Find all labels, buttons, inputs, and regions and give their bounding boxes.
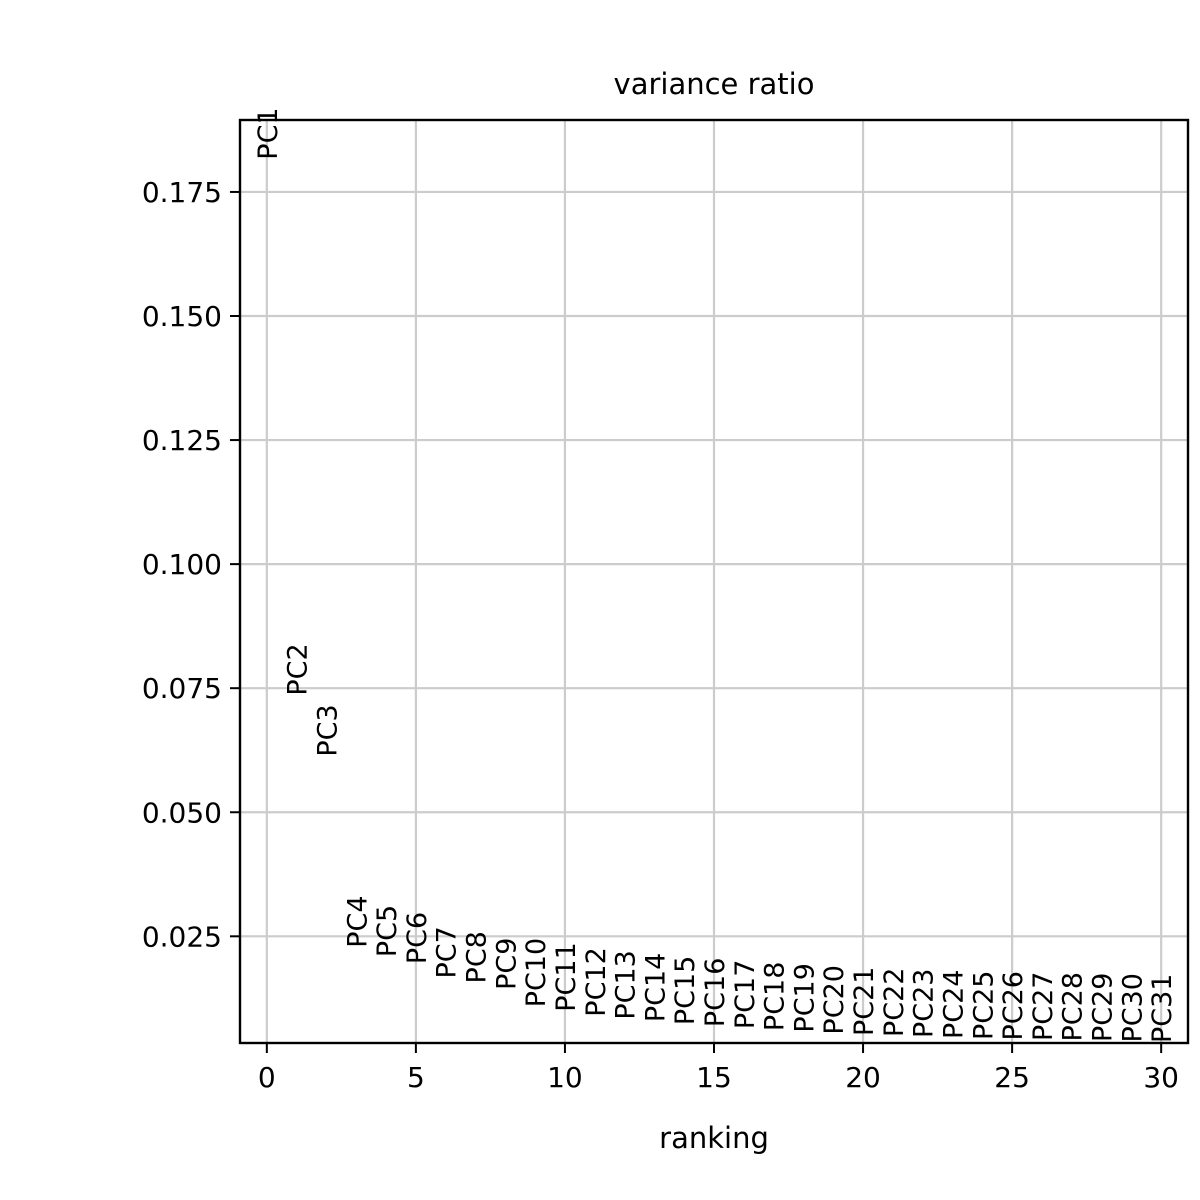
- point-label-pc3: PC3: [312, 704, 343, 756]
- x-tick-label: 5: [407, 1061, 425, 1094]
- x-tick-label: 25: [994, 1061, 1030, 1094]
- point-label-pc13: PC13: [611, 950, 642, 1020]
- x-tick-label: 15: [696, 1061, 732, 1094]
- point-label-pc1: PC1: [253, 107, 284, 159]
- chart-title: variance ratio: [614, 67, 815, 101]
- point-label-pc23: PC23: [909, 969, 940, 1039]
- point-label-pc16: PC16: [700, 958, 731, 1028]
- point-label-pc10: PC10: [521, 938, 552, 1008]
- x-tick-label: 30: [1143, 1061, 1179, 1094]
- point-label-pc29: PC29: [1088, 973, 1119, 1043]
- y-tick-label: 0.075: [142, 672, 222, 705]
- data-points: PC1PC2PC3PC4PC5PC6PC7PC8PC9PC10PC11PC12P…: [253, 107, 1178, 1043]
- grid-lines: [240, 120, 1188, 1043]
- plot-frame: [238, 118, 1190, 1045]
- point-label-pc22: PC22: [879, 968, 910, 1038]
- x-tick-label: 20: [845, 1061, 881, 1094]
- point-label-pc31: PC31: [1147, 974, 1178, 1044]
- point-label-pc30: PC30: [1117, 973, 1148, 1043]
- y-tick-label: 0.125: [142, 424, 222, 457]
- y-tick-label: 0.100: [142, 548, 222, 581]
- point-label-pc28: PC28: [1058, 972, 1089, 1042]
- point-label-pc12: PC12: [581, 947, 612, 1017]
- point-label-pc7: PC7: [432, 926, 463, 978]
- x-axis-title: ranking: [659, 1121, 769, 1155]
- point-label-pc24: PC24: [938, 970, 969, 1040]
- point-label-pc8: PC8: [462, 931, 493, 983]
- axis-ticks: 0 5 10 15 20 25 30 0.025 0.050 0.075 0.100 0.125 0.1…: [142, 176, 1179, 1094]
- x-tick-label: 0: [258, 1061, 276, 1094]
- y-tick-label: 0.150: [142, 300, 222, 333]
- point-label-pc14: PC14: [640, 953, 671, 1023]
- x-tick-label: 10: [547, 1061, 583, 1094]
- point-label-pc11: PC11: [551, 942, 582, 1012]
- point-label-pc21: PC21: [849, 967, 880, 1037]
- point-label-pc20: PC20: [819, 965, 850, 1035]
- point-label-pc15: PC15: [670, 956, 701, 1026]
- point-label-pc17: PC17: [730, 960, 761, 1030]
- point-label-pc6: PC6: [402, 912, 433, 964]
- point-label-pc4: PC4: [342, 895, 373, 947]
- point-label-pc5: PC5: [372, 905, 403, 957]
- y-tick-label: 0.175: [142, 176, 222, 209]
- y-tick-label: 0.025: [142, 920, 222, 953]
- point-label-pc18: PC18: [760, 962, 791, 1032]
- point-label-pc2: PC2: [283, 643, 314, 695]
- point-label-pc26: PC26: [998, 971, 1029, 1041]
- point-label-pc25: PC25: [968, 971, 999, 1041]
- point-label-pc19: PC19: [789, 963, 820, 1033]
- point-label-pc27: PC27: [1028, 972, 1059, 1042]
- point-label-pc9: PC9: [491, 938, 522, 990]
- y-tick-label: 0.050: [142, 796, 222, 829]
